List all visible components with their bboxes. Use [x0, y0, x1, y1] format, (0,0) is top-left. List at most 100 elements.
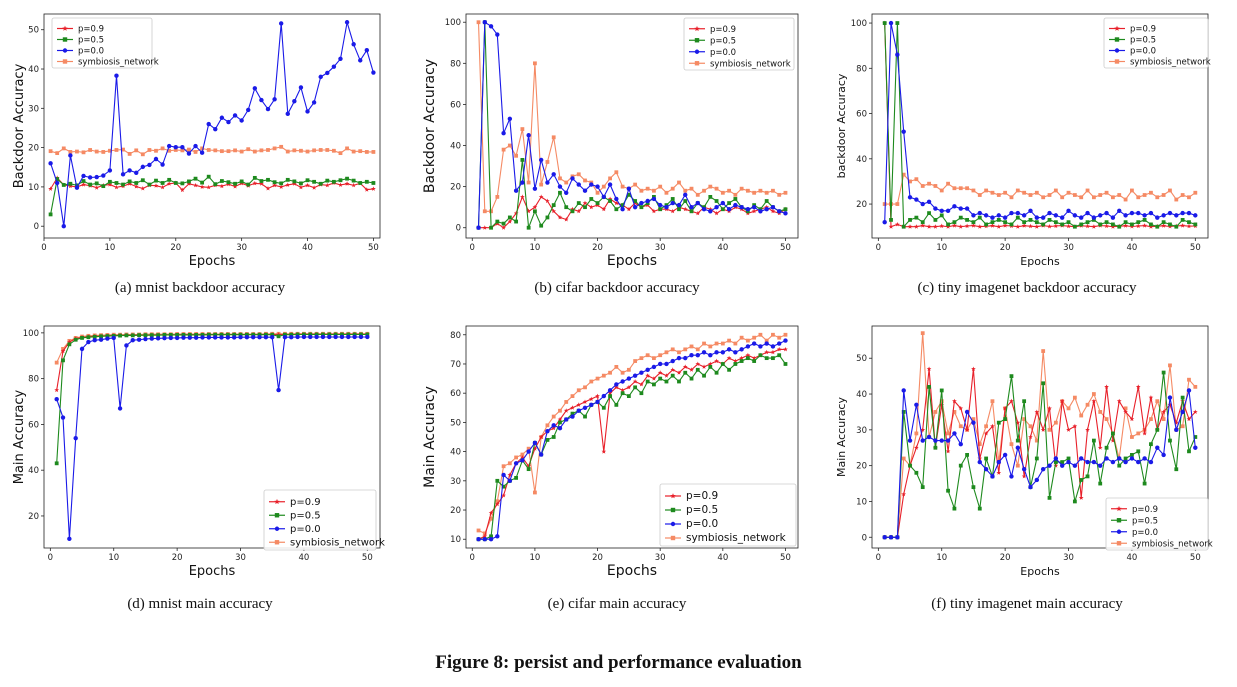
data-point [1085, 220, 1090, 225]
y-tick-label: 60 [28, 420, 39, 430]
legend-marker [274, 513, 280, 518]
data-point [526, 449, 531, 454]
data-point [695, 192, 700, 197]
data-point [933, 217, 938, 222]
data-point [79, 346, 85, 352]
data-point [996, 459, 1001, 465]
x-tick-label: 10 [936, 553, 947, 563]
data-point [1136, 431, 1141, 436]
data-point [658, 353, 663, 358]
data-point [1167, 395, 1173, 400]
data-point [239, 118, 244, 123]
data-point [907, 195, 913, 200]
data-point [107, 168, 113, 173]
data-point [1186, 223, 1192, 229]
legend-marker [694, 49, 700, 54]
data-point [901, 224, 906, 229]
data-point [589, 379, 594, 384]
data-point [312, 148, 317, 153]
data-point [1142, 481, 1147, 486]
legend-marker [274, 498, 280, 505]
y-tick-label: 20 [450, 506, 461, 516]
y-tick-label: 100 [23, 329, 39, 339]
data-point [589, 197, 594, 201]
data-point [1053, 213, 1059, 218]
data-point [926, 199, 932, 204]
data-point [589, 182, 594, 187]
data-point [1053, 460, 1058, 464]
data-point [1155, 445, 1160, 450]
data-point [745, 188, 750, 193]
data-point [305, 178, 310, 183]
data-point [990, 474, 995, 479]
data-point [1104, 210, 1109, 216]
data-point [1135, 223, 1141, 228]
data-point [1168, 438, 1172, 443]
data-point [996, 213, 1001, 218]
data-point [1066, 223, 1071, 229]
data-point [272, 97, 277, 102]
data-point [939, 223, 945, 228]
data-point [939, 399, 944, 404]
data-point [977, 456, 983, 461]
data-point [733, 202, 738, 208]
data-point [633, 182, 638, 187]
data-point [626, 384, 632, 390]
data-point [727, 367, 731, 372]
data-point [783, 207, 788, 212]
data-point [933, 438, 938, 443]
data-point [160, 184, 165, 190]
data-point [720, 350, 726, 355]
data-point [495, 478, 500, 483]
data-point [94, 149, 99, 154]
data-point [226, 149, 231, 154]
data-point [739, 335, 744, 340]
data-point [160, 181, 165, 185]
data-point [68, 181, 73, 186]
data-point [101, 184, 106, 189]
data-point [958, 405, 964, 411]
data-point [1009, 195, 1014, 200]
data-point [180, 181, 185, 186]
data-point [907, 438, 913, 443]
x-tick-label: 20 [172, 553, 183, 563]
data-point [601, 373, 606, 378]
data-point [305, 149, 310, 154]
data-point [193, 335, 199, 340]
series-symbiosis-network-a [48, 144, 376, 157]
data-point [620, 184, 625, 189]
data-point [351, 42, 356, 47]
data-point [327, 334, 332, 340]
data-point [695, 353, 700, 358]
data-point [595, 393, 600, 399]
data-point [213, 182, 218, 187]
data-point [265, 186, 271, 191]
data-point [977, 215, 982, 220]
data-point [213, 126, 218, 132]
data-point [539, 223, 544, 228]
data-point [1110, 224, 1116, 229]
data-point [1066, 459, 1071, 465]
data-point [1117, 224, 1122, 229]
data-point [520, 458, 525, 463]
data-point [292, 148, 297, 153]
data-point [570, 414, 575, 419]
data-point [526, 225, 531, 230]
y-tick-label: 0 [456, 224, 461, 234]
y-tick-label: 0 [34, 222, 39, 232]
data-point [1047, 495, 1052, 500]
data-point [225, 335, 231, 340]
legend-marker [62, 25, 68, 31]
legend-label: p=0.0 [686, 518, 718, 530]
data-point [1161, 213, 1166, 218]
data-point [1130, 435, 1134, 439]
x-tick-label: 20 [592, 553, 603, 563]
data-point [1167, 210, 1173, 216]
data-point [745, 356, 750, 361]
y-axis-label-f: Main Accuracy [835, 397, 848, 477]
data-point [344, 20, 350, 25]
data-point [683, 370, 688, 375]
x-axis-label-c: Epochs [1020, 255, 1060, 268]
data-point [751, 341, 757, 346]
data-point [520, 455, 525, 460]
